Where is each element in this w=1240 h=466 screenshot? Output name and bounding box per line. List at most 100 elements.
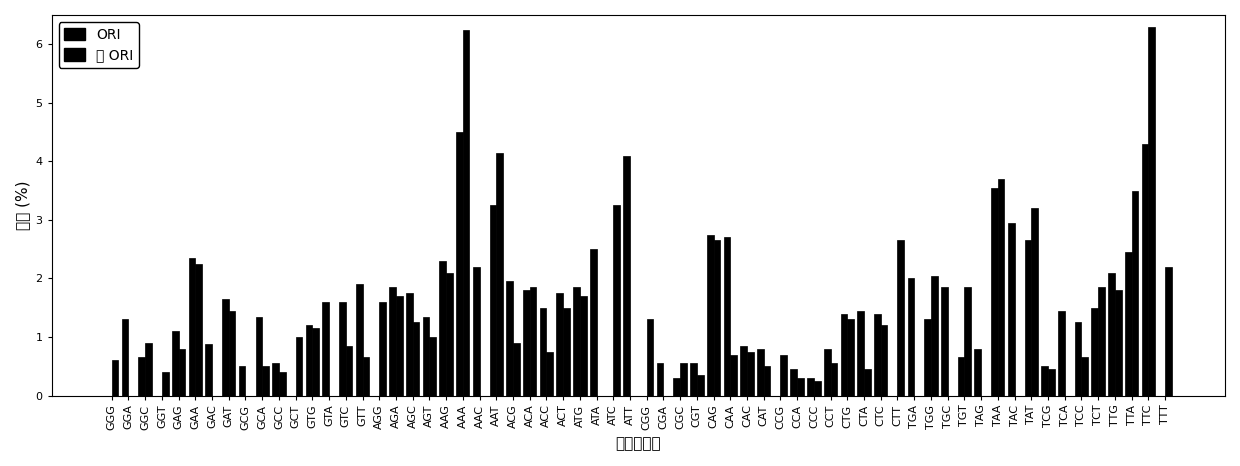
Bar [513, 343, 520, 396]
Bar [312, 328, 319, 396]
Bar [196, 264, 202, 396]
Bar [1042, 366, 1048, 396]
Bar [813, 381, 821, 396]
Bar [1148, 27, 1154, 396]
Bar [991, 188, 998, 396]
Bar [957, 357, 965, 396]
Bar [529, 287, 537, 396]
Bar [206, 344, 212, 396]
Bar [780, 355, 787, 396]
Bar [730, 355, 737, 396]
Bar [396, 296, 403, 396]
Bar [998, 179, 1004, 396]
Bar [379, 302, 386, 396]
Bar [1166, 267, 1172, 396]
Bar [1075, 322, 1081, 396]
Bar [322, 302, 329, 396]
Bar [1142, 144, 1148, 396]
Bar [697, 375, 703, 396]
Bar [239, 366, 246, 396]
Bar [563, 308, 570, 396]
X-axis label: 三联核苷酸: 三联核苷酸 [615, 436, 661, 451]
Bar [188, 258, 196, 396]
Bar [874, 314, 880, 396]
Bar [262, 366, 269, 396]
Bar [847, 319, 854, 396]
Bar [707, 234, 713, 396]
Bar [1081, 357, 1087, 396]
Bar [841, 314, 847, 396]
Bar [279, 372, 285, 396]
Bar [758, 349, 764, 396]
Bar [456, 132, 463, 396]
Bar [463, 30, 470, 396]
Bar [112, 360, 118, 396]
Bar [764, 366, 770, 396]
Legend: ORI, 非 ORI: ORI, 非 ORI [58, 22, 139, 68]
Bar [673, 378, 681, 396]
Bar [1115, 290, 1121, 396]
Bar [1008, 223, 1014, 396]
Bar [931, 275, 937, 396]
Bar [647, 319, 653, 396]
Bar [423, 316, 429, 396]
Bar [898, 240, 904, 396]
Bar [614, 205, 620, 396]
Bar [523, 290, 529, 396]
Bar [681, 363, 687, 396]
Bar [823, 349, 831, 396]
Bar [439, 261, 446, 396]
Bar [1132, 191, 1138, 396]
Bar [490, 205, 496, 396]
Bar [557, 293, 563, 396]
Bar [924, 319, 931, 396]
Bar [573, 287, 580, 396]
Bar [356, 284, 362, 396]
Bar [506, 281, 513, 396]
Bar [797, 378, 804, 396]
Bar [624, 156, 630, 396]
Bar [539, 308, 547, 396]
Bar [857, 311, 864, 396]
Bar [790, 369, 797, 396]
Bar [1109, 273, 1115, 396]
Bar [1091, 308, 1099, 396]
Bar [273, 363, 279, 396]
Bar [339, 302, 346, 396]
Bar [657, 363, 663, 396]
Bar [880, 325, 888, 396]
Bar [740, 346, 746, 396]
Bar [222, 299, 228, 396]
Bar [713, 240, 720, 396]
Bar [139, 357, 145, 396]
Bar [429, 337, 436, 396]
Bar [908, 279, 914, 396]
Bar [1125, 252, 1132, 396]
Bar [362, 357, 370, 396]
Bar [831, 363, 837, 396]
Y-axis label: 频率 (%): 频率 (%) [15, 180, 30, 230]
Bar [580, 296, 587, 396]
Bar [295, 337, 303, 396]
Bar [807, 378, 813, 396]
Bar [405, 293, 413, 396]
Bar [724, 238, 730, 396]
Bar [179, 349, 185, 396]
Bar [590, 249, 596, 396]
Bar [122, 319, 129, 396]
Bar [389, 287, 396, 396]
Bar [1099, 287, 1105, 396]
Bar [346, 346, 352, 396]
Bar [496, 152, 503, 396]
Bar [145, 343, 151, 396]
Bar [162, 372, 169, 396]
Bar [446, 273, 453, 396]
Bar [1024, 240, 1032, 396]
Bar [746, 352, 754, 396]
Bar [1048, 369, 1055, 396]
Bar [975, 349, 981, 396]
Bar [472, 267, 480, 396]
Bar [691, 363, 697, 396]
Bar [172, 331, 179, 396]
Bar [547, 352, 553, 396]
